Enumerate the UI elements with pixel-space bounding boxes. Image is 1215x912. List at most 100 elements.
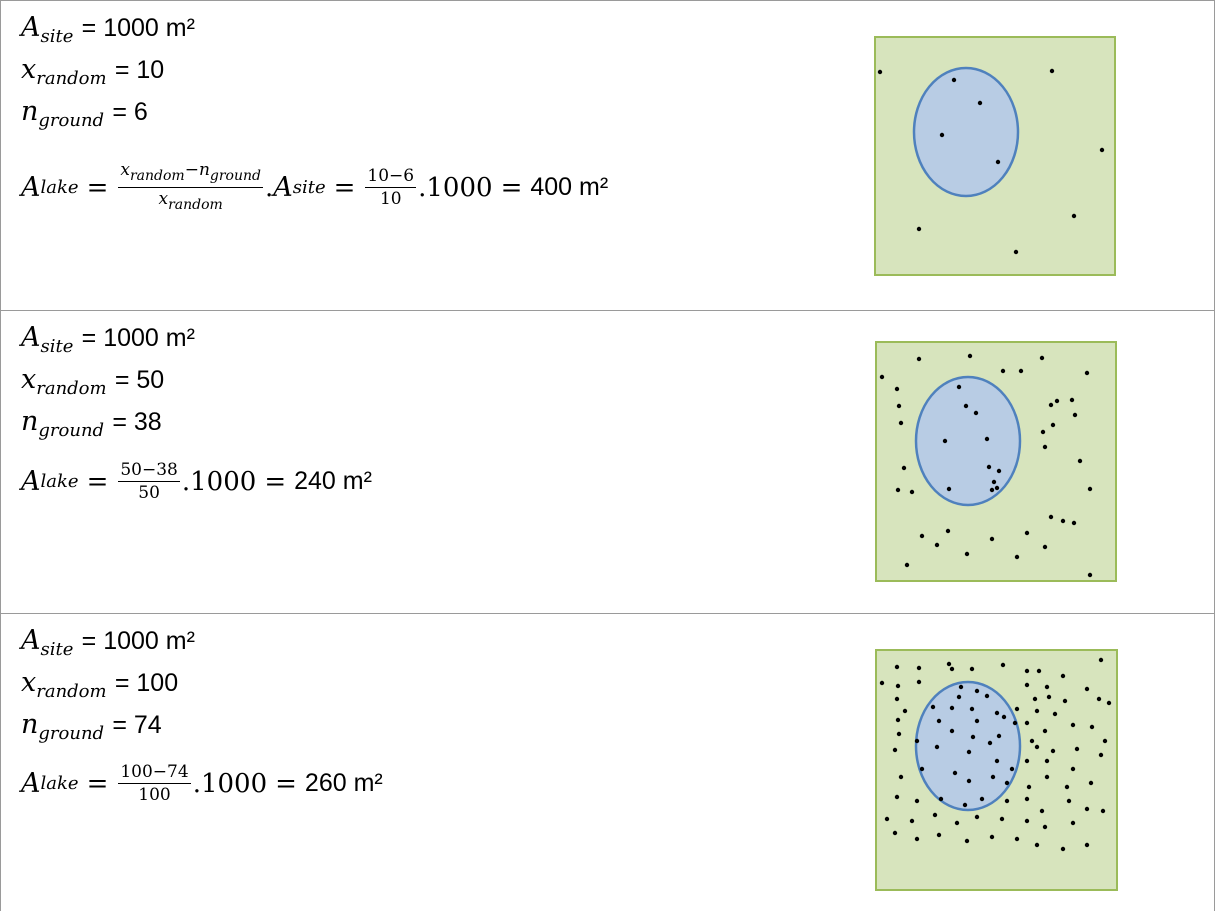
sample-point [956,384,962,390]
sample-point [934,744,940,750]
sample-point [1048,514,1054,520]
sample-point [1084,686,1090,692]
sample-point [974,688,980,694]
sample-point [964,551,970,557]
sample-point [916,679,922,685]
sample-point [946,486,952,492]
sample-point [901,465,907,471]
sample-point [892,830,898,836]
sample-point [1034,708,1040,714]
sample-point [1032,696,1038,702]
sample-point [1000,368,1006,374]
sample-point [1039,355,1045,361]
site-area-line: Asite = 1000 m² [21,12,195,47]
random-points [877,68,1105,255]
sample-point [949,728,955,734]
sample-point [879,374,885,380]
sample-point [1106,700,1112,706]
sample-point [895,487,901,493]
sample-point [1001,714,1007,720]
sample-point [1044,774,1050,780]
sample-point [1046,694,1052,700]
sample-point [896,403,902,409]
sample-point [904,562,910,568]
sample-point [979,796,985,802]
sample-point [1087,486,1093,492]
sample-point [967,353,973,359]
sample-point [1013,249,1019,255]
sample-point [1070,766,1076,772]
sample-point [1099,147,1105,153]
sample-point [949,705,955,711]
sample-point [1060,673,1066,679]
sample-point [954,820,960,826]
numeric-fraction: 100−74 100 [118,762,191,805]
sample-point [884,816,890,822]
sample-point [999,816,1005,822]
sample-point [964,838,970,844]
sample-point [963,403,969,409]
sample-point [995,159,1001,165]
sample-point [989,834,995,840]
variable-list: Asite = 1000 m² xrandom = 10 nground = 6 [21,11,195,137]
sample-point [1089,724,1095,730]
sample-point [909,818,915,824]
sample-point [1052,711,1058,717]
sample-point [1070,820,1076,826]
lake-area-result: 240 m² [294,467,372,495]
sample-point [956,694,962,700]
sample-point [877,69,883,75]
sample-point [1048,402,1054,408]
sample-point [1026,784,1032,790]
variable-list: Asite = 1000 m² xrandom = 50 nground = 3… [21,321,195,447]
random-points [879,657,1112,852]
sample-point [1072,412,1078,418]
sample-point [932,812,938,818]
sample-point [1024,682,1030,688]
sample-point [945,528,951,534]
sample-point [946,661,952,667]
sample-point [939,132,945,138]
random-points-line: xrandom = 10 [21,54,165,89]
sample-point [986,464,992,470]
sample-point [1050,422,1056,428]
site-sampling-diagram [875,649,1118,891]
scenario-row: Asite = 1000 m² xrandom = 100 nground = … [1,614,1214,912]
ratio-fraction: xrandom−nground xrandom [118,160,263,213]
sample-point [916,665,922,671]
sample-point [1064,784,1070,790]
sample-point [1070,722,1076,728]
sample-point [1044,684,1050,690]
sample-point [1012,720,1018,726]
lake-area [914,680,1022,812]
sample-point [996,733,1002,739]
sample-point [1024,530,1030,536]
sample-point [894,794,900,800]
sample-point [895,717,901,723]
sample-point [977,100,983,106]
site-sampling-diagram [875,341,1117,582]
sample-point [970,734,976,740]
sample-point [974,718,980,724]
sample-point [991,479,997,485]
sample-point [896,731,902,737]
sample-point [919,766,925,772]
scenario-row: Asite = 1000 m² xrandom = 50 nground = 3… [1,311,1214,614]
sample-point [1024,818,1030,824]
sample-point [969,666,975,672]
sample-point [1062,698,1068,704]
sample-point [942,438,948,444]
sample-point [1071,520,1077,526]
sample-point [1024,758,1030,764]
sample-point [1024,720,1030,726]
sample-point [895,683,901,689]
lake-area [914,375,1022,507]
ground-points-line: nground = 6 [21,96,148,131]
sample-point [962,802,968,808]
sample-point [989,536,995,542]
site-sampling-diagram [874,36,1116,276]
sample-point [1060,846,1066,852]
sample-point [1009,766,1015,772]
